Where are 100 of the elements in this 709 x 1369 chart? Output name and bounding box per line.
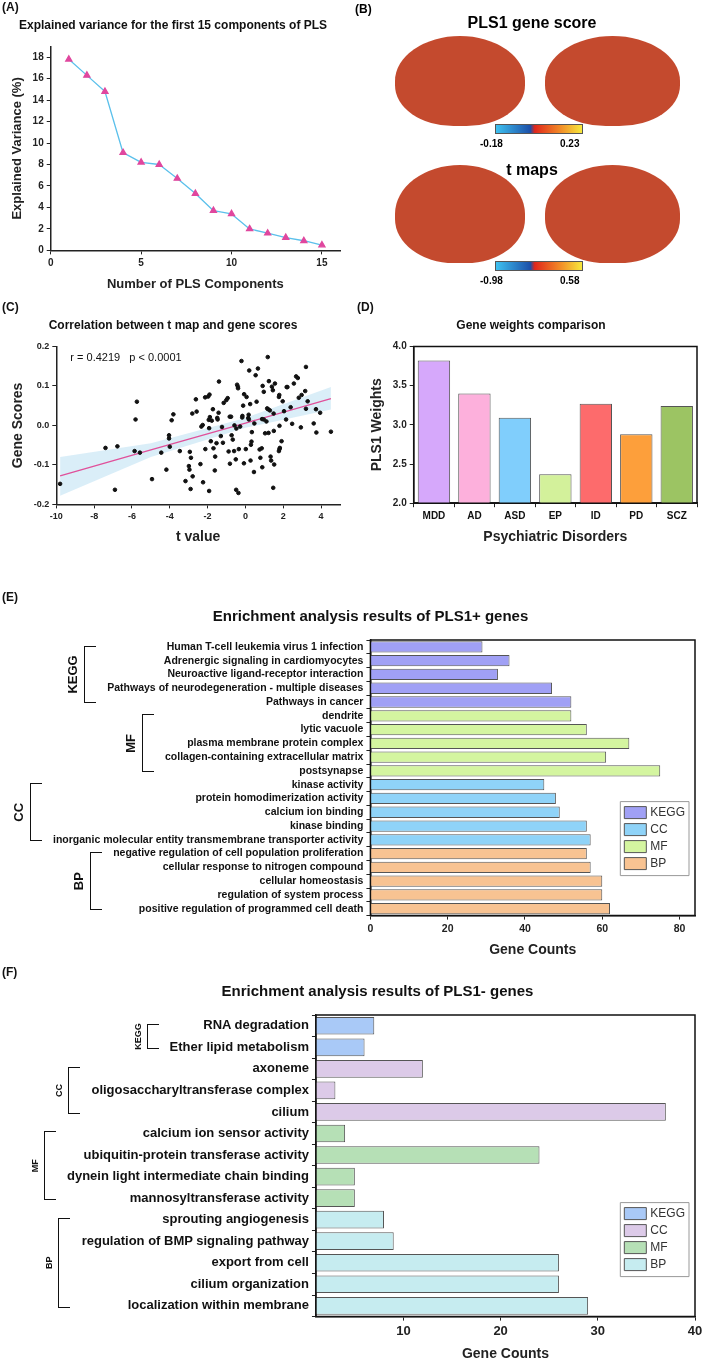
chart-title: Enrichment analysis results of PLS1- genes bbox=[221, 982, 534, 1000]
x-tick-label: 20 bbox=[493, 1322, 508, 1338]
y-tick-label: calcium ion binding bbox=[264, 805, 364, 818]
y-tick-label: dynein light intermediate chain binding bbox=[66, 1168, 310, 1184]
y-tick-label: kinase binding bbox=[289, 818, 364, 831]
text: KEGG bbox=[132, 1023, 143, 1050]
annotation: r = 0.4219 p < 0.0001 bbox=[70, 350, 182, 363]
y-tick-label: -0.1 bbox=[33, 459, 50, 470]
y-tick-label: 12 bbox=[32, 115, 45, 127]
y-tick-label: regulation of BMP signaling pathway bbox=[81, 1232, 310, 1248]
y-tick-label: 14 bbox=[32, 93, 45, 105]
x-tick-label: AD bbox=[467, 509, 482, 521]
y-tick-label: 18 bbox=[32, 50, 45, 62]
y-tick-label: collagen-containing extracellular matrix bbox=[165, 750, 364, 763]
x-tick-label: -4 bbox=[165, 511, 174, 522]
y-tick-label: 0.2 bbox=[36, 340, 50, 351]
legend-label: CC bbox=[650, 1222, 668, 1237]
text: -0.98 bbox=[480, 275, 503, 286]
text: (F) bbox=[2, 965, 18, 980]
y-tick-label: RNA degradation bbox=[203, 1017, 309, 1033]
x-tick-label: 40 bbox=[519, 921, 531, 934]
y-tick-label: 16 bbox=[32, 72, 45, 84]
y-tick-label: 8 bbox=[38, 158, 45, 170]
x-tick-label: -8 bbox=[90, 511, 99, 522]
x-tick-label: 30 bbox=[590, 1322, 606, 1338]
y-tick-label: 2 bbox=[38, 222, 45, 234]
text: (D) bbox=[357, 300, 374, 315]
y-tick-label: cellular response to nitrogen compound bbox=[162, 860, 364, 873]
x-tick-label: 40 bbox=[687, 1322, 703, 1338]
x-axis-title: Number of PLS Components bbox=[106, 275, 284, 291]
text: MF bbox=[29, 1159, 40, 1173]
x-tick-label: EP bbox=[548, 509, 563, 521]
y-tick-label: Adrenergic signaling in cardiomyocytes bbox=[163, 653, 364, 666]
y-tick-label: Pathways in cancer bbox=[265, 694, 364, 707]
y-tick-label: 10 bbox=[32, 136, 45, 148]
y-tick-label: export from cell bbox=[211, 1254, 309, 1270]
x-tick-label: -2 bbox=[203, 511, 212, 522]
y-tick-label: 0 bbox=[38, 244, 45, 256]
x-tick-label: -6 bbox=[127, 511, 136, 522]
x-tick-label: SCZ bbox=[666, 509, 687, 521]
y-tick-label: Pathways of neurodegeneration - multiple diseases bbox=[107, 681, 364, 694]
y-tick-label: ubiquitin-protein transferase activity bbox=[83, 1146, 310, 1162]
text: BP bbox=[44, 1256, 55, 1269]
text: (B) bbox=[355, 2, 372, 16]
y-axis-title: PLS1 Weights bbox=[368, 378, 385, 472]
text: 0.23 bbox=[560, 138, 580, 149]
y-tick-label: kinase activity bbox=[291, 777, 364, 790]
y-tick-label: inorganic molecular entity transmembrane transporter activity bbox=[52, 832, 364, 845]
y-tick-label: -0.2 bbox=[33, 498, 50, 509]
x-tick-label: ID bbox=[590, 509, 601, 521]
x-tick-label: ASD bbox=[504, 509, 526, 521]
y-tick-label: oligosaccharyltransferase complex bbox=[91, 1081, 310, 1097]
chart-title: Enrichment analysis results of PLS1+ genes bbox=[212, 607, 529, 625]
y-tick-label: regulation of system process bbox=[217, 887, 364, 900]
y-tick-label: 6 bbox=[38, 179, 45, 191]
y-tick-label: Neuroactive ligand-receptor interaction bbox=[167, 667, 364, 680]
text: 0.58 bbox=[560, 275, 580, 286]
text: t maps bbox=[505, 161, 559, 179]
y-axis-title: Explained Variance (%) bbox=[9, 77, 25, 220]
x-axis-title: Gene Counts bbox=[489, 941, 577, 958]
legend-label: MF bbox=[650, 838, 668, 853]
y-tick-label: localization within membrane bbox=[127, 1297, 309, 1313]
y-tick-label: Human T-cell leukemia virus 1 infection bbox=[166, 639, 364, 652]
text: (E) bbox=[2, 590, 18, 605]
y-tick-label: dendrite bbox=[322, 708, 364, 721]
y-tick-label: positive regulation of programmed cell death bbox=[138, 901, 364, 914]
x-axis-title: t value bbox=[175, 528, 221, 545]
y-tick-label: postsynapse bbox=[299, 763, 364, 776]
y-tick-label: 3.5 bbox=[392, 379, 408, 391]
x-tick-label: PD bbox=[629, 509, 644, 521]
x-tick-label: 80 bbox=[673, 921, 686, 934]
y-tick-label: lytic vacuole bbox=[300, 722, 364, 735]
text: (A) bbox=[2, 0, 19, 15]
legend-label: BP bbox=[650, 1256, 667, 1271]
y-tick-label: cellular homeostasis bbox=[259, 874, 364, 887]
y-tick-label: sprouting angiogenesis bbox=[162, 1211, 309, 1227]
text: MF bbox=[123, 733, 139, 753]
x-axis-title: Gene Counts bbox=[461, 1345, 550, 1362]
y-axis-title: Gene Scores bbox=[9, 382, 26, 469]
y-tick-label: 0.0 bbox=[36, 419, 50, 430]
y-tick-label: Ether lipid metabolism bbox=[169, 1038, 309, 1054]
y-tick-label: 0.1 bbox=[36, 380, 50, 391]
y-tick-label: 3.0 bbox=[392, 418, 408, 430]
y-tick-label: negative regulation of cell population proliferation bbox=[113, 846, 364, 859]
text: BP bbox=[71, 872, 87, 891]
legend-label: CC bbox=[650, 821, 668, 836]
x-tick-label: MDD bbox=[422, 509, 446, 521]
legend-label: KEGG bbox=[650, 804, 686, 819]
text: KEGG bbox=[65, 655, 81, 694]
y-tick-label: mannosyltransferase activity bbox=[129, 1189, 310, 1205]
y-tick-label: 4.0 bbox=[392, 340, 408, 352]
x-tick-label: 0 bbox=[367, 921, 374, 934]
text: (C) bbox=[2, 300, 19, 315]
y-tick-label: axoneme bbox=[252, 1060, 309, 1076]
y-tick-label: cilium organization bbox=[190, 1275, 309, 1291]
chart-title: Correlation between t map and gene scores bbox=[48, 317, 298, 332]
x-tick-label: 20 bbox=[441, 921, 454, 934]
y-tick-label: plasma membrane protein complex bbox=[187, 736, 364, 749]
y-tick-label: calcium ion sensor activity bbox=[142, 1125, 310, 1141]
legend-label: MF bbox=[650, 1239, 668, 1254]
